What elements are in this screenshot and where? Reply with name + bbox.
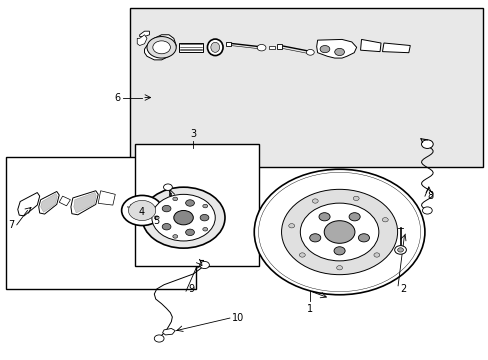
Polygon shape [59,196,70,206]
Circle shape [421,140,432,148]
Circle shape [147,37,176,58]
Circle shape [185,200,194,206]
Circle shape [153,41,170,54]
Circle shape [348,213,360,221]
Text: 5: 5 [153,216,159,226]
Circle shape [422,207,431,214]
Bar [130,8,483,167]
Polygon shape [137,35,147,45]
Text: 1: 1 [306,304,313,314]
Bar [268,45,275,49]
Circle shape [397,248,403,252]
Circle shape [336,266,342,270]
Polygon shape [316,40,356,58]
Circle shape [173,211,193,225]
Circle shape [172,235,177,238]
Polygon shape [71,191,98,215]
Circle shape [152,194,215,241]
Circle shape [288,224,294,228]
Circle shape [320,45,329,53]
Bar [276,44,281,49]
Circle shape [299,253,305,257]
Ellipse shape [210,42,219,52]
Circle shape [373,253,379,257]
Ellipse shape [207,39,223,55]
Circle shape [254,169,424,295]
Text: 8: 8 [427,191,432,201]
Text: 6: 6 [114,93,120,103]
Polygon shape [162,328,175,335]
Text: 2: 2 [400,284,406,294]
Polygon shape [144,35,176,60]
Text: 9: 9 [188,284,194,294]
Text: 4: 4 [139,207,145,217]
Polygon shape [74,193,96,213]
Circle shape [312,199,318,203]
Circle shape [122,195,162,226]
Circle shape [333,247,345,255]
Circle shape [203,228,207,231]
Circle shape [185,229,194,235]
Polygon shape [178,42,203,52]
Text: 3: 3 [190,129,196,139]
Polygon shape [39,192,59,214]
Circle shape [162,205,171,212]
Polygon shape [382,43,409,53]
Circle shape [382,217,387,222]
Circle shape [394,246,406,254]
Circle shape [324,221,354,243]
Circle shape [128,201,156,221]
Circle shape [334,48,344,55]
Circle shape [172,197,177,201]
Text: 7: 7 [8,220,14,230]
Bar [135,144,259,266]
Circle shape [352,196,358,201]
Circle shape [300,203,378,261]
Circle shape [154,335,163,342]
Circle shape [318,213,329,221]
Circle shape [306,49,314,55]
Circle shape [203,204,207,208]
Circle shape [281,189,397,275]
Polygon shape [360,40,380,51]
Circle shape [199,261,209,269]
Circle shape [142,187,224,248]
Bar [5,157,195,289]
Circle shape [154,216,159,220]
Polygon shape [98,191,115,205]
Polygon shape [140,31,149,37]
Polygon shape [18,193,40,216]
Circle shape [257,44,265,51]
Circle shape [162,224,171,230]
Circle shape [163,184,172,190]
Circle shape [200,215,208,221]
Text: 10: 10 [232,313,244,323]
Polygon shape [41,194,57,212]
Circle shape [309,234,320,242]
Bar [225,41,230,46]
Circle shape [358,234,369,242]
